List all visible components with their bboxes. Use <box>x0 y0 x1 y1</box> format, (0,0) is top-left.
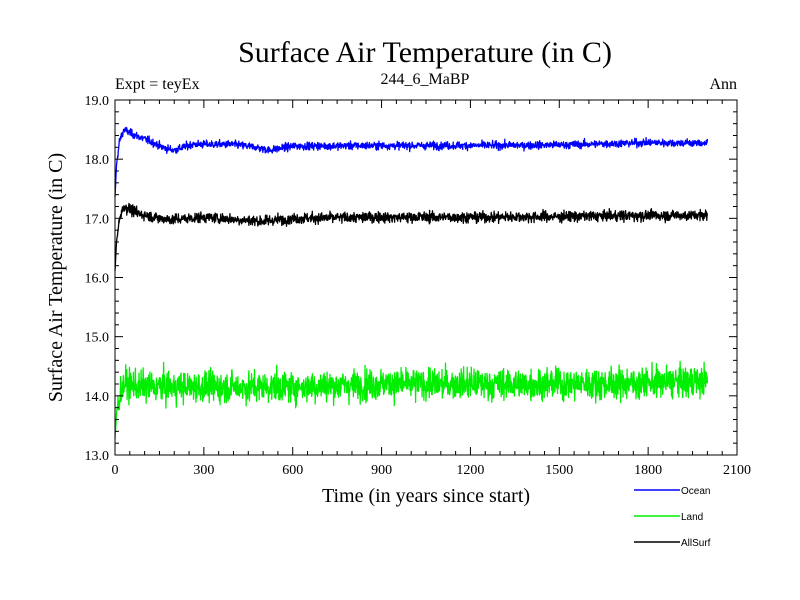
axis-ticks <box>114 99 738 456</box>
chart-subtitle: 244_6_MaBP <box>381 71 470 88</box>
x-tick-label: 600 <box>282 463 303 478</box>
tick-labels: 0 300 600 900 1200 1500 1800 2100 13.0 14.0 15.0 16… <box>85 94 752 478</box>
plot-frame <box>114 99 738 456</box>
y-tick-label: 16.0 <box>85 272 110 287</box>
x-tick-label: 300 <box>193 463 214 478</box>
legend-label-allsurf: AllSurf <box>681 538 711 549</box>
x-tick-label: 1200 <box>456 463 484 478</box>
legend: Ocean Land AllSurf <box>634 486 711 549</box>
y-tick-label: 15.0 <box>85 331 110 346</box>
series-line-land <box>114 360 709 440</box>
legend-label-ocean: Ocean <box>681 486 710 497</box>
legend-label-land: Land <box>681 512 703 523</box>
experiment-label: Expt = teyEx <box>115 76 200 93</box>
y-axis-title: Surface Air Temperature (in C) <box>45 153 67 402</box>
y-tick-label: 17.0 <box>85 212 110 227</box>
x-tick-label: 2100 <box>723 463 751 478</box>
chart-title: Surface Air Temperature (in C) <box>238 36 612 69</box>
y-tick-label: 14.0 <box>85 390 110 405</box>
series-line-ocean <box>114 126 709 197</box>
y-tick-label: 19.0 <box>85 94 110 109</box>
series-line-allsurf <box>114 202 709 271</box>
y-tick-label: 13.0 <box>85 449 110 464</box>
data-lines <box>114 126 709 440</box>
season-label: Ann <box>709 76 737 93</box>
x-tick-label: 1800 <box>634 463 662 478</box>
y-tick-label: 18.0 <box>85 153 110 168</box>
x-tick-label: 900 <box>371 463 392 478</box>
x-axis-title: Time (in years since start) <box>322 485 530 507</box>
x-tick-label: 1500 <box>545 463 573 478</box>
x-tick-label: 0 <box>112 463 119 478</box>
